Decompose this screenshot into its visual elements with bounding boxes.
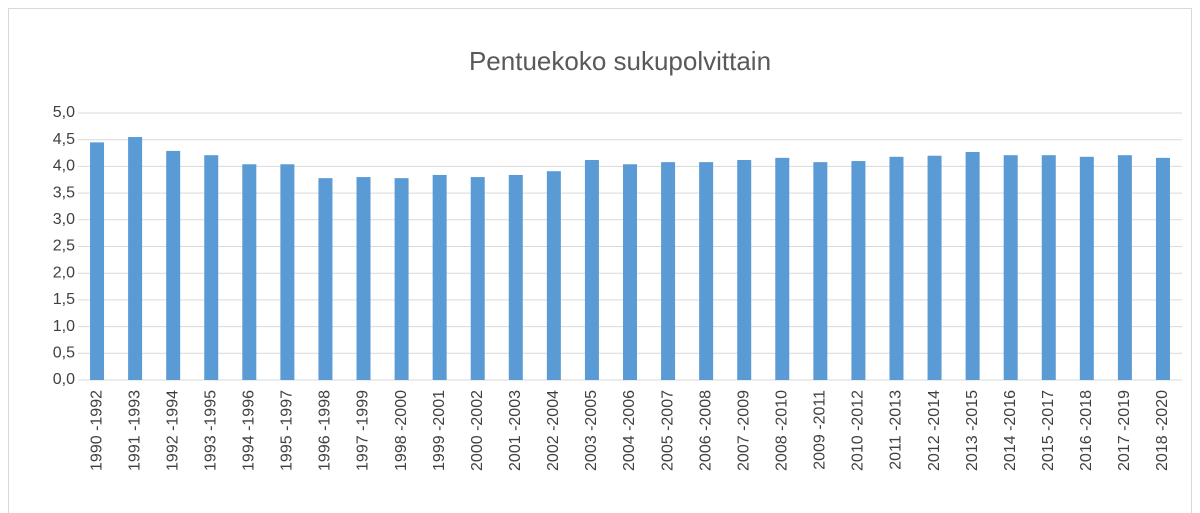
y-tick-label: 2,5 (53, 238, 75, 255)
bar (737, 159, 752, 380)
bar (1041, 155, 1056, 380)
x-tick-label: 2008 -2010 (773, 390, 790, 471)
x-tick-label: 2009 -2011 (812, 390, 829, 470)
bar (470, 177, 485, 380)
bar (280, 164, 295, 380)
bar (204, 155, 219, 380)
x-tick-label: 2006 -2008 (697, 390, 714, 471)
y-tick-label: 0,5 (53, 345, 75, 362)
x-tick-label: 2007 -2009 (735, 390, 752, 471)
x-tick-label: 1995 -1997 (279, 390, 296, 471)
x-tick-label: 2013 -2015 (964, 390, 981, 471)
bar (1079, 156, 1094, 380)
bar (889, 156, 904, 380)
x-tick-label: 2011 -2013 (888, 390, 905, 470)
bar (1003, 155, 1018, 380)
bar (508, 174, 523, 380)
bar (927, 155, 942, 380)
bar (546, 171, 561, 380)
x-tick-label: 2015 -2017 (1040, 390, 1057, 471)
bar (242, 164, 257, 380)
x-tick-label: 2001 -2003 (507, 390, 524, 471)
y-tick-label: 1,5 (53, 291, 75, 308)
x-tick-label: 1996 -1998 (317, 390, 334, 471)
y-tick-label: 3,0 (53, 211, 75, 228)
x-tick-label: 1994 -1996 (241, 390, 258, 471)
x-tick-label: 1999 -2001 (431, 390, 448, 471)
x-tick-label: 1990 -1992 (88, 390, 105, 471)
x-tick-label: 2012 -2014 (926, 390, 943, 471)
y-tick-label: 3,5 (53, 184, 75, 201)
x-tick-label: 2010 -2012 (850, 390, 867, 471)
x-tick-label: 2002 -2004 (545, 390, 562, 471)
y-tick-label: 0,0 (53, 371, 75, 388)
bar (813, 162, 828, 380)
bar (166, 150, 181, 380)
bar (851, 161, 866, 380)
bar (661, 162, 676, 380)
x-tick-label: 2003 -2005 (583, 390, 600, 471)
bar (356, 177, 371, 380)
bar (1117, 155, 1132, 380)
x-tick-label: 2005 -2007 (659, 390, 676, 471)
y-tick-label: 2,0 (53, 264, 75, 281)
chart-title: Pentuekoko sukupolvittain (469, 46, 771, 76)
x-tick-label: 2017 -2019 (1116, 390, 1133, 471)
bar (318, 178, 333, 380)
x-tick-label: 2016 -2018 (1078, 390, 1095, 471)
x-tick-label: 1991 -1993 (126, 390, 143, 471)
y-tick-label: 5,0 (53, 104, 75, 121)
bar (584, 159, 599, 380)
bar (775, 157, 790, 380)
bar (394, 178, 409, 380)
bar (432, 174, 447, 380)
bar (965, 151, 980, 380)
bar (623, 164, 637, 380)
x-tick-label: 1998 -2000 (393, 390, 410, 471)
x-tick-label: 1992 -1994 (164, 390, 181, 471)
x-tick-label: 1997 -1999 (355, 390, 372, 471)
y-tick-label: 1,0 (53, 318, 75, 335)
x-tick-label: 2014 -2016 (1002, 390, 1019, 471)
bar (1155, 157, 1170, 380)
y-tick-label: 4,5 (53, 131, 75, 148)
x-tick-label: 2004 -2006 (621, 390, 638, 471)
x-tick-label: 2000 -2002 (469, 390, 486, 471)
x-tick-label: 1993 -1995 (202, 390, 219, 471)
bar (699, 162, 714, 380)
x-tick-label: 2018 -2020 (1154, 390, 1171, 471)
bar (128, 137, 143, 380)
y-tick-label: 4,0 (53, 158, 75, 175)
bar (90, 142, 105, 380)
